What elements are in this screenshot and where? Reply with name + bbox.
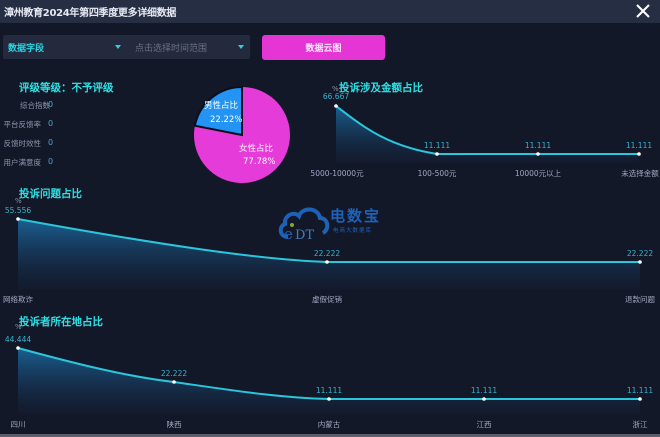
rating-label: 综合指数 — [20, 101, 50, 110]
region-area-chart — [16, 346, 642, 414]
issue-category-label: 退款问题 — [625, 295, 655, 304]
rating-label: 用户满意度 — [3, 158, 42, 167]
issue-area-chart — [16, 217, 642, 290]
region-category-label: 内蒙古 — [317, 420, 341, 429]
data-cloud-button[interactable]: 数据云图 — [262, 35, 385, 60]
pie-value-male: 22.22% — [210, 115, 243, 125]
pie-value-female: 77.78% — [243, 157, 276, 167]
data-field-select[interactable]: 数据字段 — [3, 35, 125, 59]
issue-category-label: 虚假促销 — [312, 295, 342, 304]
dialog-title: 漳州教育2024年第四季度更多详细数据 — [4, 8, 177, 19]
rating-label: 平台反馈率 — [3, 120, 42, 129]
region-value-label: 11.111 — [470, 386, 498, 395]
data-field-value: 数据字段 — [8, 44, 45, 54]
rating-row-composite: 综合指数 0 — [0, 100, 120, 114]
region-chart-title: 投诉者所在地占比 — [19, 316, 103, 328]
amount-category-label: 5000-10000元 — [310, 169, 364, 178]
rating-label: 反馈时效性 — [3, 139, 42, 148]
rating-row-satisfaction: 用户满意度 0 — [0, 157, 120, 171]
amount-category-label: 100-500元 — [417, 169, 457, 178]
filter-bar: 数据字段 点击选择时间范围 — [3, 35, 250, 59]
amount-category-label: 未选择金额 — [621, 169, 659, 178]
region-chart-unit: % — [15, 323, 22, 331]
issue-chart-title: 投诉问题占比 — [19, 188, 82, 200]
issue-value-label: 22.222 — [626, 249, 654, 258]
bottom-edge — [0, 434, 660, 437]
rating-row-feedback-rate: 平台反馈率 0 — [0, 119, 120, 133]
amount-value-label: 11.111 — [625, 141, 653, 150]
amount-chart-unit: % — [332, 85, 339, 93]
rating-title: 评级等级：不予评级 — [19, 82, 114, 94]
rating-value: 0 — [48, 157, 54, 166]
svg-text:DT: DT — [295, 228, 314, 243]
cloud-logo-icon: e DT — [278, 207, 330, 243]
rating-value: 0 — [48, 119, 54, 128]
amount-chart-title: 投诉涉及金额占比 — [339, 82, 423, 94]
rating-row-timeliness: 反馈时效性 0 — [0, 138, 120, 152]
issue-value-label: 55.556 — [4, 206, 32, 215]
region-category-label: 四川 — [10, 420, 26, 429]
amount-value-label: 11.111 — [423, 141, 451, 150]
region-category-label: 陕西 — [166, 420, 182, 429]
issue-category-label: 网络欺诈 — [3, 295, 33, 304]
region-value-label: 11.111 — [315, 386, 343, 395]
rating-value: 0 — [48, 100, 54, 109]
region-category-label: 浙江 — [632, 420, 648, 429]
svg-text:e: e — [284, 225, 293, 243]
amount-area-chart — [334, 104, 641, 163]
title-bar: 漳州教育2024年第四季度更多详细数据 — [0, 0, 660, 23]
time-range-placeholder: 点击选择时间范围 — [135, 44, 208, 54]
region-value-label: 11.111 — [626, 386, 654, 395]
caret-down-icon — [115, 45, 121, 49]
issue-value-label: 22.222 — [313, 249, 341, 258]
pie-slice-male[interactable] — [193, 85, 243, 137]
region-value-label: 44.444 — [4, 335, 32, 344]
amount-value-label: 66.667 — [322, 92, 350, 101]
gender-pie-chart — [193, 85, 290, 183]
watermark-brand: 电数宝 — [330, 207, 382, 225]
close-button[interactable] — [634, 2, 652, 20]
time-range-select[interactable]: 点击选择时间范围 — [125, 35, 250, 59]
edt-watermark: e DT 电数宝 电商大数据库 — [278, 203, 398, 248]
region-category-label: 江西 — [476, 420, 492, 429]
rating-value: 0 — [48, 138, 54, 147]
pie-label-female: 女性占比 — [239, 144, 274, 154]
caret-down-icon — [238, 45, 244, 49]
close-icon — [636, 4, 650, 18]
region-value-label: 22.222 — [160, 369, 188, 378]
amount-value-label: 11.111 — [524, 141, 552, 150]
amount-category-label: 10000元以上 — [514, 169, 562, 178]
pie-label-male: 男性占比 — [204, 101, 239, 111]
issue-chart-unit: % — [15, 197, 22, 205]
watermark-subtitle: 电商大数据库 — [333, 228, 373, 234]
